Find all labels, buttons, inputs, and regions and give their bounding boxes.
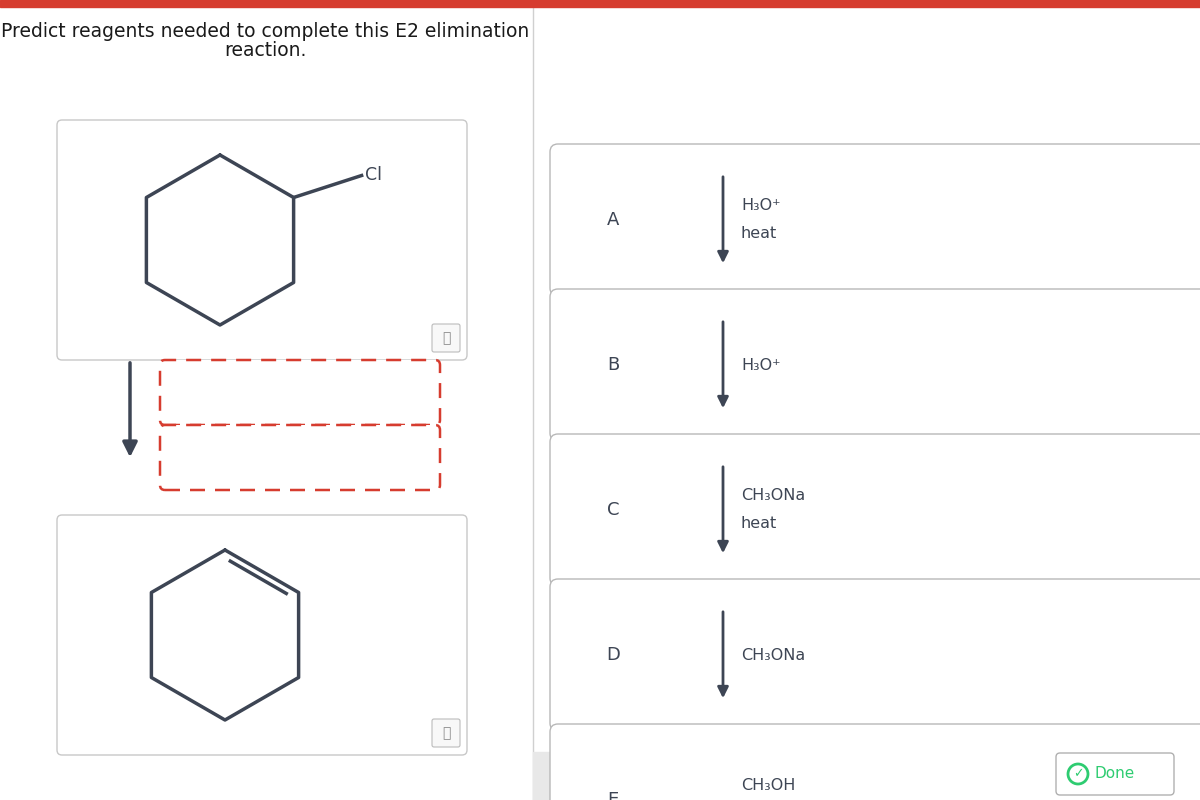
FancyBboxPatch shape [1056, 753, 1174, 795]
FancyBboxPatch shape [550, 434, 1200, 586]
Text: C: C [607, 501, 619, 519]
Text: H₃O⁺: H₃O⁺ [742, 358, 781, 373]
Text: ✓: ✓ [1073, 767, 1084, 781]
Text: ⌕: ⌕ [442, 726, 450, 740]
FancyBboxPatch shape [550, 724, 1200, 800]
Bar [533, 752, 1200, 800]
Text: heat: heat [742, 226, 778, 242]
Text: D: D [606, 646, 620, 664]
FancyBboxPatch shape [550, 144, 1200, 296]
FancyBboxPatch shape [160, 360, 440, 425]
FancyBboxPatch shape [432, 719, 460, 747]
Text: CH₃OH: CH₃OH [742, 778, 796, 794]
FancyBboxPatch shape [432, 324, 460, 352]
FancyBboxPatch shape [160, 425, 440, 490]
FancyBboxPatch shape [58, 515, 467, 755]
FancyBboxPatch shape [58, 120, 467, 360]
Text: B: B [607, 356, 619, 374]
FancyBboxPatch shape [550, 289, 1200, 441]
Text: H₃O⁺: H₃O⁺ [742, 198, 781, 214]
Bar [0, 0, 1200, 7]
Text: CH₃ONa: CH₃ONa [742, 647, 805, 662]
Text: Cl: Cl [365, 166, 382, 183]
Text: reaction.: reaction. [224, 41, 306, 60]
Text: A: A [607, 211, 619, 229]
Text: heat: heat [742, 517, 778, 531]
Text: E: E [607, 791, 619, 800]
Text: CH₃ONa: CH₃ONa [742, 489, 805, 503]
Circle shape [1068, 764, 1088, 784]
FancyBboxPatch shape [550, 579, 1200, 731]
Text: ⌕: ⌕ [442, 331, 450, 345]
Text: Predict reagents needed to complete this E2 elimination: Predict reagents needed to complete this… [1, 22, 529, 41]
Text: Done: Done [1094, 766, 1135, 782]
